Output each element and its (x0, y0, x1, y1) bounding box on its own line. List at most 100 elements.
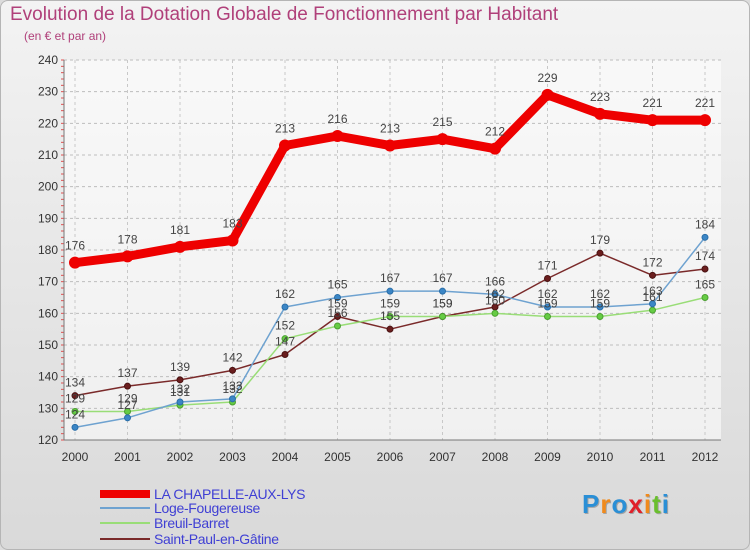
data-point-la-chapelle-aux-lys (699, 114, 711, 127)
data-label-loge-fougereuse: 166 (485, 274, 505, 288)
data-point-breuil-barret (334, 322, 341, 330)
data-label-loge-fougereuse: 132 (170, 382, 190, 396)
legend-label: Breuil-Barret (154, 515, 229, 531)
data-label-breuil-barret: 159 (432, 297, 452, 311)
data-point-la-chapelle-aux-lys (331, 130, 344, 142)
data-point-loge-fougereuse (596, 303, 604, 311)
legend-swatch-la-chapelle-aux-lys (100, 490, 150, 498)
data-label-loge-fougereuse: 184 (695, 217, 715, 231)
data-point-la-chapelle-aux-lys (279, 139, 291, 152)
data-label-breuil-barret: 129 (65, 392, 85, 406)
data-point-saint-paul-en-gatine (386, 325, 394, 333)
y-tick-label: 160 (38, 306, 58, 320)
logo-letter: i (661, 489, 670, 519)
data-label-loge-fougereuse: 124 (65, 407, 85, 421)
x-tick-label: 2011 (640, 450, 666, 464)
chart-subtitle: (en € et par an) (24, 29, 107, 43)
data-point-saint-paul-en-gatine (596, 249, 604, 257)
x-tick-label: 2012 (692, 450, 719, 464)
logo-letter: x (628, 489, 644, 519)
legend-item-breuil-barret[interactable]: Breuil-Barret (100, 515, 229, 531)
legend-label: Saint-Paul-en-Gâtine (154, 531, 279, 547)
legend-swatch-saint-paul-en-gatine (100, 538, 150, 540)
y-tick-label: 150 (38, 338, 58, 352)
data-point-breuil-barret (544, 313, 551, 320)
data-point-loge-fougereuse (544, 303, 551, 311)
data-point-saint-paul-en-gatine (334, 313, 341, 320)
data-label-breuil-barret: 156 (327, 306, 347, 320)
data-label-la-chapelle-aux-lys: 178 (117, 232, 137, 246)
data-point-breuil-barret (701, 294, 709, 301)
data-label-saint-paul-en-gatine: 159 (327, 297, 347, 311)
data-label-la-chapelle-aux-lys: 216 (327, 112, 347, 126)
data-point-breuil-barret (439, 313, 446, 320)
data-point-la-chapelle-aux-lys (174, 240, 186, 253)
logo-letter: P (582, 489, 601, 519)
x-tick-label: 2005 (324, 450, 351, 464)
data-point-la-chapelle-aux-lys (594, 107, 606, 120)
x-tick-label: 2003 (219, 450, 246, 464)
legend-item-loge-fougereuse[interactable]: Loge-Fougereuse (100, 500, 260, 516)
data-label-la-chapelle-aux-lys: 213 (275, 122, 295, 136)
data-label-loge-fougereuse: 162 (590, 287, 610, 301)
data-label-la-chapelle-aux-lys: 215 (432, 115, 452, 129)
x-tick-label: 2009 (534, 450, 561, 464)
axes: 120 130 140 150 160 170 180 190 200 210 220 230 240 2… (38, 53, 721, 464)
chart-title: Evolution de la Dotation Globale de Fonc… (10, 4, 559, 25)
data-point-loge-fougereuse (386, 287, 394, 295)
data-label-saint-paul-en-gatine: 171 (537, 259, 557, 273)
data-label-loge-fougereuse: 162 (275, 287, 295, 301)
data-label-la-chapelle-aux-lys: 212 (485, 125, 505, 139)
x-tick-label: 2004 (272, 450, 299, 464)
data-point-saint-paul-en-gatine (229, 366, 236, 374)
data-label-loge-fougereuse: 167 (380, 271, 400, 285)
data-point-saint-paul-en-gatine (124, 382, 131, 390)
y-tick-label: 180 (38, 243, 58, 257)
data-point-loge-fougereuse (649, 300, 656, 308)
legend-item-saint-paul-en-gatine[interactable]: Saint-Paul-en-Gâtine (100, 531, 279, 547)
data-point-breuil-barret (649, 306, 656, 314)
data-label-breuil-barret: 129 (117, 392, 137, 406)
y-tick-label: 120 (38, 433, 58, 447)
data-label-loge-fougereuse: 133 (222, 379, 242, 393)
legend-swatch-loge-fougereuse (100, 507, 150, 509)
data-point-loge-fougereuse (176, 398, 184, 406)
data-label-breuil-barret: 159 (537, 297, 557, 311)
legend-item-la-chapelle-aux-lys[interactable]: LA CHAPELLE-AUX-LYS (100, 486, 306, 502)
x-tick-label: 2001 (114, 450, 141, 464)
data-point-la-chapelle-aux-lys (436, 133, 449, 146)
x-tick-label: 2007 (429, 450, 456, 464)
data-label-breuil-barret: 132 (222, 382, 242, 396)
data-label-breuil-barret: 131 (170, 385, 190, 399)
data-labels: 176 178 181 183 213 216 213 215 212 229 223 221 221 1… (65, 71, 715, 422)
data-label-breuil-barret: 159 (590, 297, 610, 311)
data-point-breuil-barret (491, 309, 499, 317)
data-point-la-chapelle-aux-lys (489, 142, 501, 155)
data-label-la-chapelle-aux-lys: 229 (537, 71, 557, 85)
x-tick-label: 2002 (167, 450, 194, 464)
data-point-saint-paul-en-gatine (71, 392, 79, 400)
data-label-breuil-barret: 159 (380, 297, 400, 311)
data-label-saint-paul-en-gatine: 172 (642, 255, 662, 269)
data-point-saint-paul-en-gatine (281, 351, 289, 358)
y-tick-label: 230 (38, 85, 58, 99)
y-tick-label: 200 (38, 180, 58, 194)
proxiti-logo[interactable]: Proxiti (582, 489, 670, 520)
data-label-breuil-barret: 160 (485, 293, 505, 307)
data-point-loge-fougereuse (491, 290, 499, 298)
y-tick-label: 190 (38, 211, 58, 225)
data-point-loge-fougereuse (281, 303, 289, 311)
data-point-loge-fougereuse (334, 294, 341, 301)
data-label-loge-fougereuse: 162 (537, 287, 557, 301)
data-label-la-chapelle-aux-lys: 223 (590, 90, 610, 104)
y-tick-label: 210 (38, 148, 58, 162)
data-label-la-chapelle-aux-lys: 181 (170, 223, 190, 237)
data-point-la-chapelle-aux-lys (541, 88, 554, 101)
x-tick-label: 2006 (377, 450, 404, 464)
data-label-saint-paul-en-gatine: 174 (695, 249, 715, 263)
data-label-la-chapelle-aux-lys: 176 (65, 239, 85, 253)
data-label-breuil-barret: 165 (695, 278, 715, 292)
data-point-loge-fougereuse (229, 395, 236, 403)
data-label-saint-paul-en-gatine: 147 (275, 335, 295, 349)
